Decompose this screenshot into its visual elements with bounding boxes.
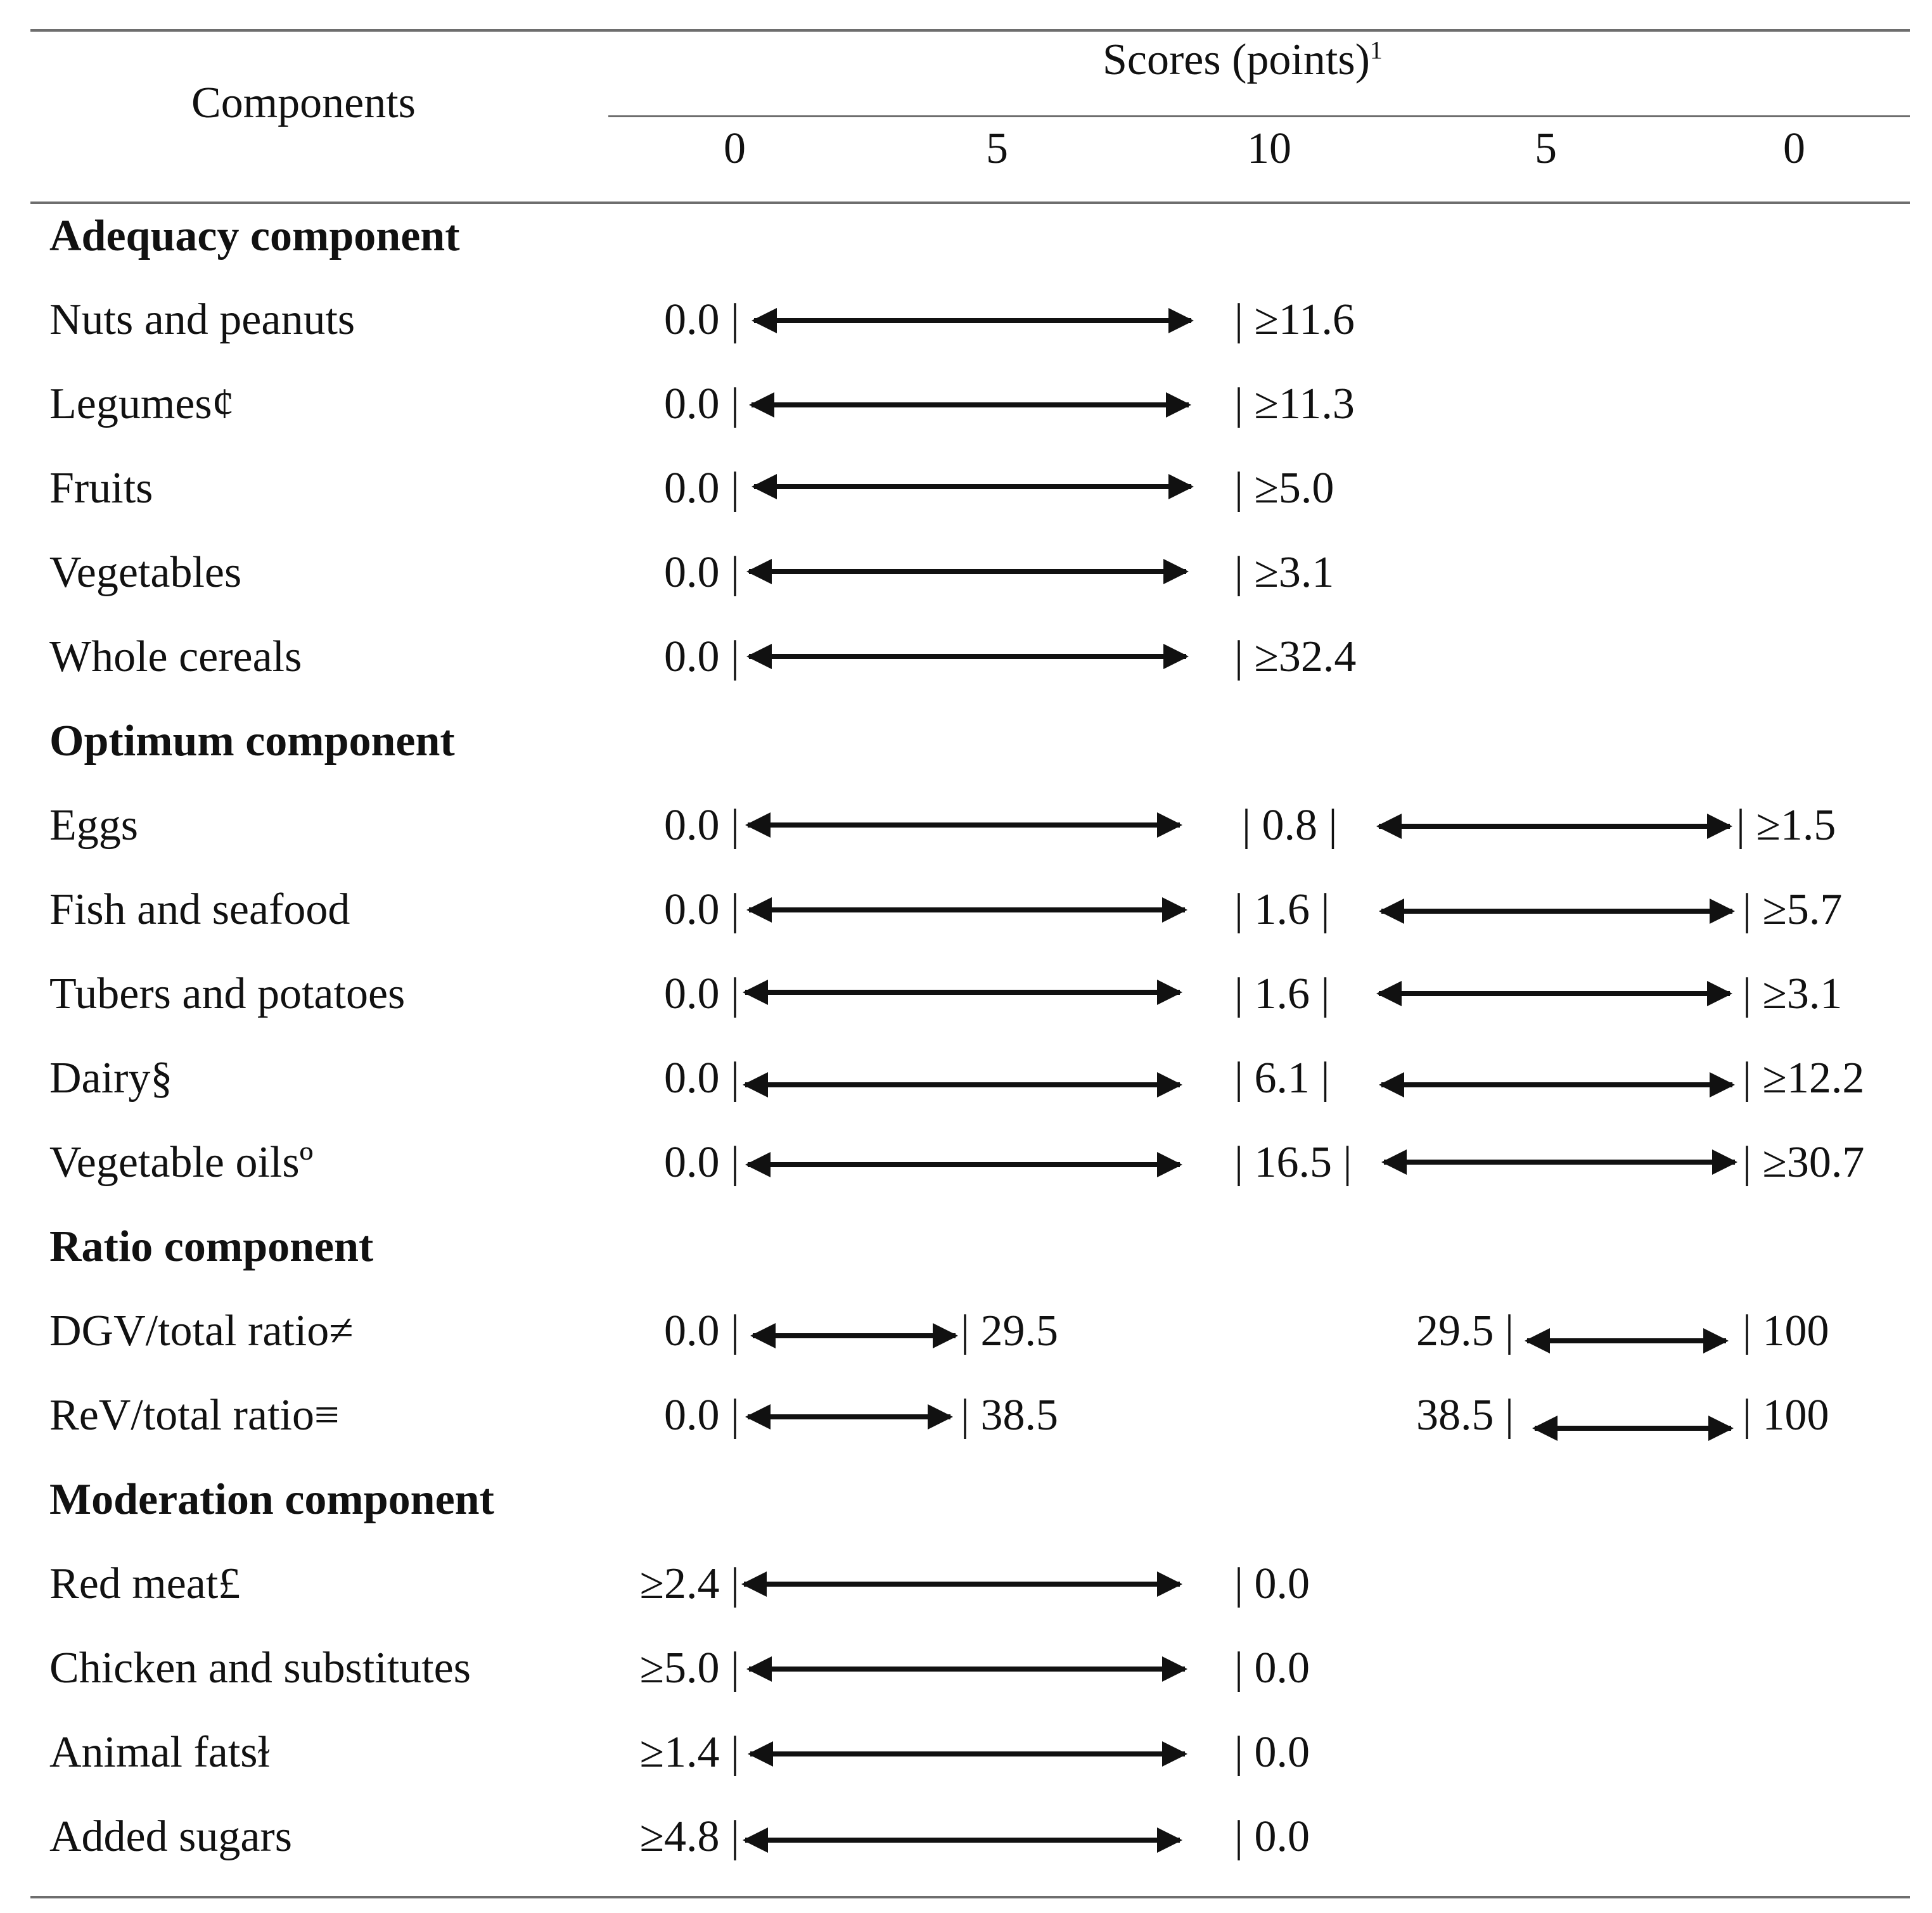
row-left-value: 0.0 | (663, 1138, 739, 1187)
row-label: Chicken and substitutes (49, 1644, 471, 1692)
row-left-value: 0.0 | (663, 885, 739, 934)
row-label: Whole cereals (49, 632, 302, 681)
score-col-5-left: 5 (986, 124, 1008, 173)
row-right-value: | ≥3.1 (1743, 969, 1843, 1018)
row-right-value: | 100 (1743, 1307, 1829, 1355)
row-mid-value: | 1.6 | (1234, 885, 1330, 934)
row-mid-value: | 16.5 | (1234, 1138, 1352, 1187)
row-left-value: 0.0 | (663, 464, 739, 513)
row-mid-end-value: | 29.5 (961, 1307, 1059, 1355)
row-left-value: 0.0 | (663, 1391, 739, 1440)
row-right-value: | ≥11.6 (1234, 295, 1355, 344)
row-right-value: | ≥11.3 (1234, 380, 1355, 428)
row-label: Added sugars (49, 1812, 292, 1861)
row-right-value: | ≥3.1 (1234, 548, 1334, 597)
row-label: DGV/total ratio≠ (49, 1307, 354, 1355)
row-label: Red meat£ (49, 1559, 241, 1608)
row-right-value: | 0.0 (1234, 1559, 1310, 1608)
row-right-value: | 0.0 (1234, 1812, 1310, 1861)
row-label: Nuts and peanuts (49, 295, 355, 344)
row-label: Vegetables (49, 548, 242, 597)
row-left-value: 0.0 | (663, 1054, 739, 1103)
components-header: Components (191, 79, 416, 127)
row-label: Fish and seafood (49, 885, 350, 934)
row-right-value: | 100 (1743, 1391, 1829, 1440)
header-rule (30, 202, 1910, 204)
row-mid-end-value: | 38.5 (961, 1391, 1059, 1440)
row-right-start-value: 29.5 | (1416, 1307, 1514, 1355)
row-mid-value: | 1.6 | (1234, 969, 1330, 1018)
row-right-value: | 0.0 (1234, 1728, 1310, 1777)
row-left-value: 0.0 | (663, 801, 739, 850)
row-label: Dairy§ (49, 1054, 173, 1103)
scores-header: Scores (points)1 (1103, 35, 1383, 84)
score-col-10: 10 (1247, 124, 1291, 173)
row-left-value: ≥2.4 | (639, 1559, 739, 1608)
row-label: Tubers and potatoes (49, 969, 406, 1018)
section-title: Moderation component (49, 1475, 494, 1524)
row-left-value: 0.0 | (663, 295, 739, 344)
row-mid-value: | 6.1 | (1234, 1054, 1330, 1103)
top-rule (30, 29, 1910, 32)
row-right-value: | ≥32.4 (1234, 632, 1357, 681)
row-right-value: | 0.0 (1234, 1644, 1310, 1692)
section-title: Ratio component (49, 1222, 374, 1271)
row-right-value: | ≥5.7 (1743, 885, 1843, 934)
row-left-value: 0.0 | (663, 632, 739, 681)
row-right-value: | ≥12.2 (1743, 1054, 1865, 1103)
row-label: Legumes¢ (49, 380, 234, 428)
scores-footnote-marker: 1 (1369, 35, 1383, 65)
row-right-start-value: 38.5 | (1416, 1391, 1514, 1440)
score-col-0-right: 0 (1783, 124, 1805, 173)
row-label: Animal fatsɫ (49, 1728, 270, 1777)
row-label: Vegetable oilsº (49, 1138, 314, 1187)
row-right-value: | ≥1.5 (1736, 801, 1836, 850)
row-left-value: 0.0 | (663, 380, 739, 428)
row-left-value: 0.0 | (663, 1307, 739, 1355)
row-left-value: ≥4.8 | (639, 1812, 739, 1861)
scores-subrule (608, 115, 1910, 117)
bottom-rule (30, 1896, 1910, 1898)
row-label: Fruits (49, 464, 153, 513)
row-label: ReV/total ratio≡ (49, 1391, 340, 1440)
row-left-value: 0.0 | (663, 969, 739, 1018)
row-right-value: | ≥5.0 (1234, 464, 1334, 513)
score-col-5-right: 5 (1535, 124, 1557, 173)
row-mid-value: | 0.8 | (1242, 801, 1338, 850)
row-label: Eggs (49, 801, 138, 850)
row-left-value: 0.0 | (663, 548, 739, 597)
score-col-0-left: 0 (724, 124, 746, 173)
section-title: Adequacy component (49, 212, 460, 260)
row-left-value: ≥1.4 | (639, 1728, 739, 1777)
section-title: Optimum component (49, 717, 455, 765)
row-right-value: | ≥30.7 (1743, 1138, 1865, 1187)
row-left-value: ≥5.0 | (639, 1644, 739, 1692)
